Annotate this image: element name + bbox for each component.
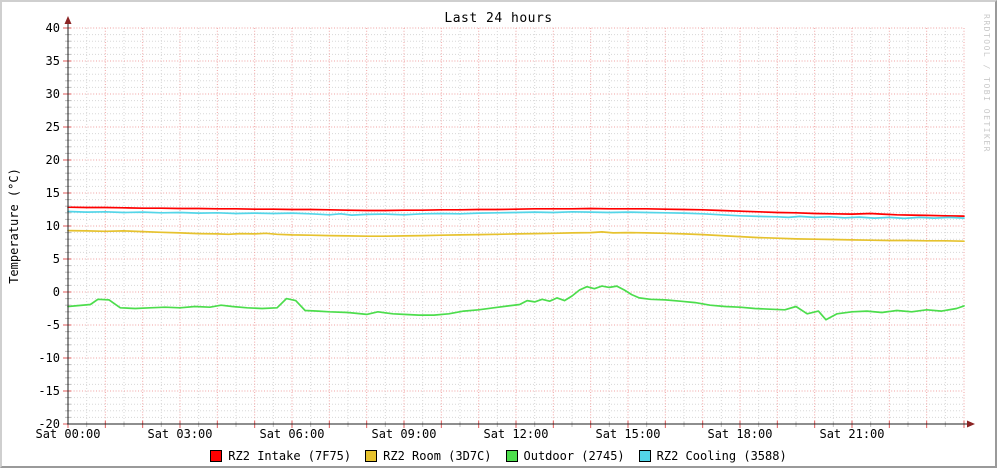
x-tick-label: Sat 09:00 [371,427,436,441]
legend-swatch-icon [638,450,651,462]
y-tick-label: -15 [38,384,60,398]
y-tick-label: -20 [38,417,60,431]
y-tick-label: 40 [46,21,60,35]
y-tick-label: 5 [53,252,60,266]
y-tick-label: -10 [38,351,60,365]
y-tick-label: 30 [46,87,60,101]
legend-swatch-icon [505,450,518,462]
legend-label: Outdoor (2745) [523,449,625,463]
legend-swatch-icon [365,450,378,462]
series-line-2 [67,285,965,321]
y-tick-label: 35 [46,54,60,68]
x-tick-label: Sat 21:00 [819,427,884,441]
y-tick-label: 20 [46,153,60,167]
legend-item-0: RZ2 Intake (7F75) [210,449,351,463]
x-tick-label: Sat 15:00 [595,427,660,441]
y-tick-label: 0 [53,285,60,299]
x-tick-label: Sat 00:00 [35,427,100,441]
y-axis-arrow-icon [64,16,72,24]
x-tick-label: Sat 03:00 [147,427,212,441]
chart-title: Last 24 hours [444,11,553,26]
rrdtool-watermark: RRDTOOL / TOBI OETIKER [982,14,991,153]
chart-legend: RZ2 Intake (7F75) RZ2 Room (3D7C) Outdoor … [2,449,995,463]
y-tick-label: -5 [46,318,60,332]
legend-item-3: RZ2 Cooling (3588) [638,449,787,463]
x-axis-arrow-icon [967,420,975,428]
y-tick-label: 15 [46,186,60,200]
legend-label: RZ2 Intake (7F75) [228,449,352,463]
legend-item-1: RZ2 Room (3D7C) [365,449,492,463]
x-tick-label: Sat 18:00 [707,427,772,441]
x-tick-label: Sat 06:00 [259,427,324,441]
series-line-0 [67,206,965,217]
legend-label: RZ2 Cooling (3588) [656,449,787,463]
legend-label: RZ2 Room (3D7C) [383,449,492,463]
legend-swatch-icon [210,450,223,462]
x-tick-label: Sat 12:00 [483,427,548,441]
y-tick-label: 25 [46,120,60,134]
y-tick-label: 10 [46,219,60,233]
series-line-1 [67,229,965,243]
series-line-3 [67,210,965,220]
legend-item-2: Outdoor (2745) [505,449,625,463]
